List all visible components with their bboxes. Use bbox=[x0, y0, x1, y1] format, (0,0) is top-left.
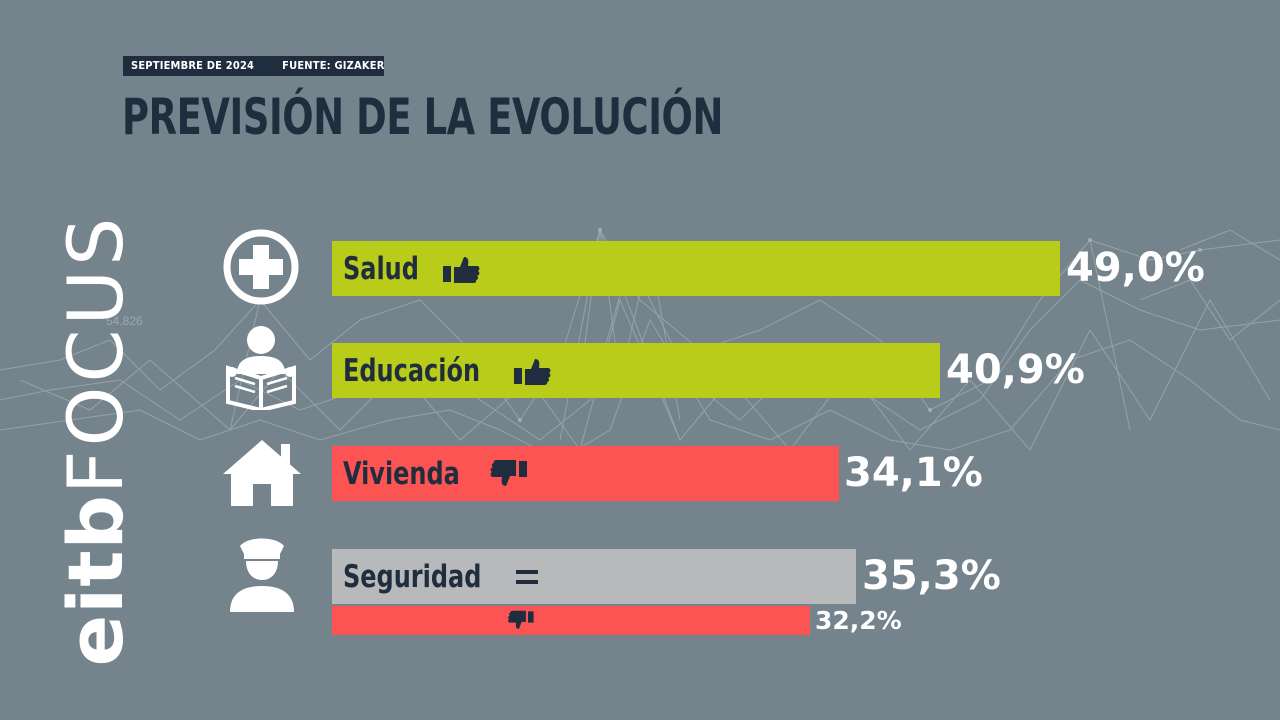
sub-value-label-seguridad: 32,2% bbox=[815, 606, 902, 635]
value-label-salud: 49,0% bbox=[1066, 245, 1205, 291]
bar-educacion: Educación bbox=[332, 343, 940, 398]
bar-salud: Salud bbox=[332, 241, 1060, 296]
bar-seguridad: Seguridad bbox=[332, 549, 857, 604]
bar-vivienda: Vivienda bbox=[332, 446, 839, 501]
value-label-vivienda: 34,1% bbox=[844, 450, 983, 496]
logo-part1: eitb bbox=[51, 494, 140, 667]
sub-bar-seguridad bbox=[332, 606, 811, 635]
logo-part2: FOCUS bbox=[51, 213, 140, 495]
eitb-focus-logo: eitbFOCUS bbox=[51, 214, 140, 667]
bar-label-vivienda: Vivienda bbox=[343, 455, 460, 492]
thumbs-down-icon bbox=[489, 459, 529, 489]
value-label-educacion: 40,9% bbox=[946, 347, 1085, 393]
reading-person-icon bbox=[226, 326, 296, 410]
house-icon bbox=[223, 440, 301, 506]
value-label-seguridad: 35,3% bbox=[862, 553, 1001, 599]
police-officer-icon bbox=[230, 538, 294, 612]
bar-label-salud: Salud bbox=[343, 250, 419, 287]
background-ticker-number: 54.826 bbox=[106, 314, 143, 328]
equals-icon bbox=[514, 562, 540, 592]
thumbs-up-icon bbox=[441, 254, 481, 284]
source-label: FUENTE: GIZAKER bbox=[282, 59, 385, 72]
bar-label-educacion: Educación bbox=[343, 352, 481, 389]
date-label: SEPTIEMBRE DE 2024 bbox=[131, 59, 255, 72]
medical-cross-icon bbox=[223, 229, 299, 305]
chart-title: PREVISIÓN DE LA EVOLUCIÓN bbox=[122, 88, 723, 146]
bar-label-seguridad: Seguridad bbox=[343, 558, 482, 595]
thumbs-up-icon bbox=[512, 356, 552, 386]
meta-band: SEPTIEMBRE DE 2024 FUENTE: GIZAKER bbox=[123, 56, 384, 76]
thumbs-down-icon bbox=[507, 610, 535, 631]
